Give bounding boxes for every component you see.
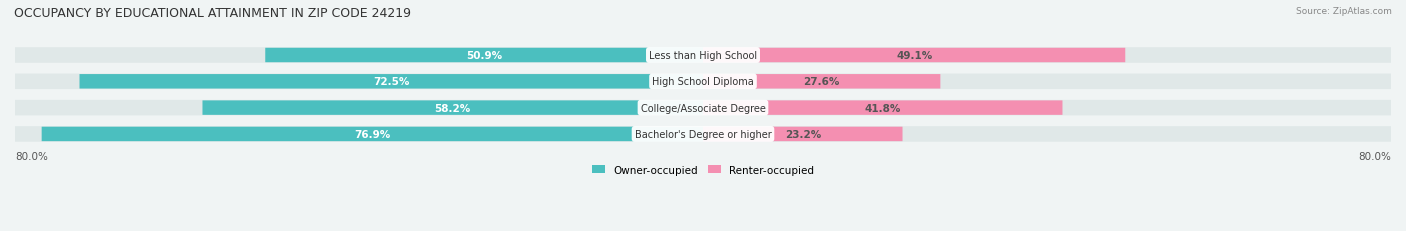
Text: 50.9%: 50.9% bbox=[465, 51, 502, 61]
FancyBboxPatch shape bbox=[15, 100, 703, 116]
Text: 41.8%: 41.8% bbox=[865, 103, 901, 113]
FancyBboxPatch shape bbox=[703, 100, 1391, 116]
Text: High School Diploma: High School Diploma bbox=[652, 77, 754, 87]
Text: Less than High School: Less than High School bbox=[650, 51, 756, 61]
FancyBboxPatch shape bbox=[15, 74, 703, 90]
FancyBboxPatch shape bbox=[202, 101, 703, 115]
Text: 49.1%: 49.1% bbox=[896, 51, 932, 61]
FancyBboxPatch shape bbox=[703, 48, 1391, 64]
Text: 80.0%: 80.0% bbox=[15, 151, 48, 161]
FancyBboxPatch shape bbox=[15, 127, 703, 142]
Text: Bachelor's Degree or higher: Bachelor's Degree or higher bbox=[634, 129, 772, 139]
FancyBboxPatch shape bbox=[15, 48, 703, 64]
FancyBboxPatch shape bbox=[266, 49, 703, 63]
FancyBboxPatch shape bbox=[703, 49, 1125, 63]
Text: College/Associate Degree: College/Associate Degree bbox=[641, 103, 765, 113]
FancyBboxPatch shape bbox=[80, 75, 703, 89]
Text: 23.2%: 23.2% bbox=[785, 129, 821, 139]
Text: OCCUPANCY BY EDUCATIONAL ATTAINMENT IN ZIP CODE 24219: OCCUPANCY BY EDUCATIONAL ATTAINMENT IN Z… bbox=[14, 7, 411, 20]
FancyBboxPatch shape bbox=[703, 101, 1063, 115]
FancyBboxPatch shape bbox=[703, 74, 1391, 90]
Text: 76.9%: 76.9% bbox=[354, 129, 391, 139]
Text: 72.5%: 72.5% bbox=[373, 77, 409, 87]
FancyBboxPatch shape bbox=[703, 75, 941, 89]
FancyBboxPatch shape bbox=[42, 127, 703, 142]
FancyBboxPatch shape bbox=[703, 127, 1391, 142]
Text: 80.0%: 80.0% bbox=[1358, 151, 1391, 161]
FancyBboxPatch shape bbox=[703, 127, 903, 142]
Text: Source: ZipAtlas.com: Source: ZipAtlas.com bbox=[1296, 7, 1392, 16]
Legend: Owner-occupied, Renter-occupied: Owner-occupied, Renter-occupied bbox=[588, 161, 818, 179]
Text: 58.2%: 58.2% bbox=[434, 103, 471, 113]
Text: 27.6%: 27.6% bbox=[803, 77, 839, 87]
